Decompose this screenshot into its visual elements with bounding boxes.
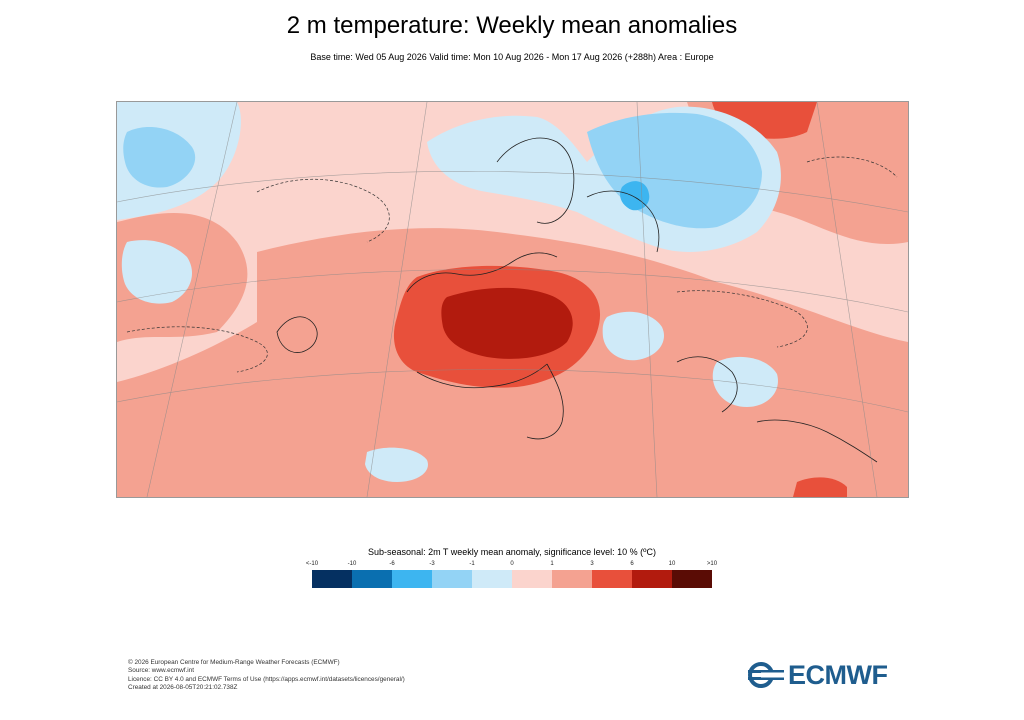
footer-credits: © 2026 European Centre for Medium-Range … — [128, 659, 405, 692]
color-scale-bar — [312, 570, 712, 588]
legend-tick: 3 — [590, 561, 594, 567]
legend-title: Sub-seasonal: 2m T weekly mean anomaly, … — [368, 547, 656, 557]
legend-tick: <-10 — [305, 561, 319, 567]
legend-tick: -6 — [389, 561, 395, 567]
color-scale-swatch — [432, 570, 472, 588]
created-line: Created at 2026-08-05T20:21:02.738Z — [128, 683, 238, 691]
legend-tick: -1 — [469, 561, 475, 567]
color-scale-swatch — [472, 570, 512, 588]
ecmwf-logo: ECMWF — [748, 659, 888, 690]
legend-ticks: <-10 -10 -6 -3 -1 0 1 3 6 10 >10 — [306, 561, 726, 571]
page-title: 2 m temperature: Weekly mean anomalies — [286, 12, 738, 39]
color-scale-swatch — [672, 570, 712, 588]
logo-text: ECMWF — [788, 659, 888, 690]
anomaly-map — [116, 101, 909, 498]
color-scale-swatch — [552, 570, 592, 588]
color-scale-swatch — [632, 570, 672, 588]
legend-tick: 6 — [630, 561, 634, 567]
legend-tick: -10 — [347, 561, 357, 567]
source-line: Source: www.ecmwf.int — [128, 667, 195, 675]
color-scale-swatch — [392, 570, 432, 588]
color-scale-swatch — [512, 570, 552, 588]
color-scale-swatch — [592, 570, 632, 588]
legend-tick: -3 — [429, 561, 435, 567]
ecmwf-logo-icon — [748, 662, 784, 688]
color-scale-swatch — [352, 570, 392, 588]
copyright-line: © 2026 European Centre for Medium-Range … — [128, 659, 340, 666]
legend-tick: 1 — [550, 561, 554, 567]
legend-tick: 0 — [510, 561, 514, 567]
page-subtitle: Base time: Wed 05 Aug 2026 Valid time: M… — [310, 52, 714, 62]
licence-line: Licence: CC BY 4.0 and ECMWF Terms of Us… — [128, 675, 405, 683]
legend-tick: 10 — [668, 561, 676, 567]
legend-tick: >10 — [706, 561, 718, 567]
color-scale-swatch — [312, 570, 352, 588]
anomaly-map-canvas — [117, 102, 908, 497]
